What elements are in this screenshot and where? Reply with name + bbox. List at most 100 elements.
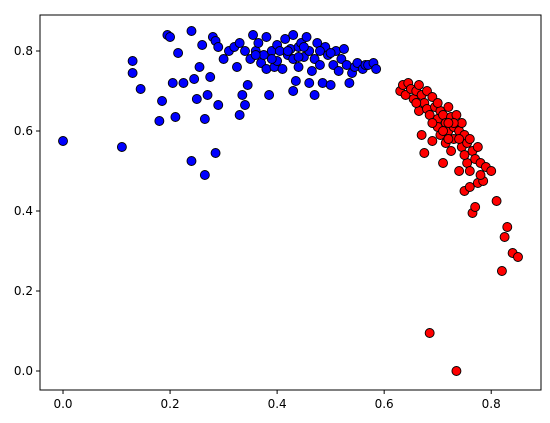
point: [298, 42, 309, 52]
point: [317, 78, 328, 88]
point: [232, 62, 242, 72]
point: [242, 80, 253, 90]
point: [427, 118, 438, 128]
point: [288, 86, 299, 96]
point: [178, 78, 189, 88]
point: [213, 100, 224, 110]
point: [205, 72, 216, 82]
point: [464, 182, 475, 192]
point: [189, 74, 200, 84]
point: [304, 78, 315, 88]
point: [266, 54, 277, 64]
point: [213, 42, 224, 52]
y-tick-label: 0.6: [14, 124, 33, 138]
point: [167, 78, 178, 88]
point: [464, 134, 475, 144]
point: [371, 64, 382, 74]
point: [443, 134, 454, 144]
point: [240, 100, 250, 110]
point: [472, 142, 483, 152]
point: [513, 252, 523, 262]
point: [135, 84, 146, 94]
point: [191, 94, 202, 104]
point: [424, 328, 435, 338]
point: [186, 26, 197, 36]
point: [173, 48, 184, 58]
y-tick-label: 0.2: [14, 284, 33, 298]
point: [199, 170, 210, 180]
point: [306, 66, 317, 76]
point: [344, 78, 355, 88]
point: [240, 46, 250, 56]
point: [199, 114, 210, 124]
point: [414, 80, 424, 90]
point: [438, 158, 448, 168]
point: [314, 60, 325, 70]
y-tick-label: 0.8: [14, 44, 33, 58]
point: [277, 64, 288, 74]
point: [234, 110, 245, 120]
point: [280, 34, 291, 44]
x-tick-label: 0.0: [53, 397, 72, 411]
point: [416, 130, 427, 140]
point: [116, 142, 127, 152]
point: [154, 116, 165, 126]
point: [250, 50, 261, 60]
point: [248, 30, 258, 40]
point: [202, 90, 213, 100]
point: [314, 46, 325, 56]
point: [496, 266, 507, 276]
point: [293, 62, 304, 72]
plot-frame: [39, 14, 542, 391]
point: [186, 156, 197, 166]
point: [253, 38, 264, 48]
point: [325, 80, 336, 90]
y-tick-label: 0.4: [14, 204, 33, 218]
x-tick-label: 0.8: [482, 397, 501, 411]
x-tick-label: 0.4: [268, 397, 287, 411]
x-tick-label: 0.2: [161, 397, 180, 411]
point: [325, 48, 336, 58]
point: [339, 44, 349, 54]
point: [165, 32, 176, 42]
point: [264, 90, 275, 100]
point: [438, 126, 448, 136]
point: [301, 32, 312, 42]
point: [58, 136, 68, 146]
point: [459, 150, 470, 160]
point: [443, 118, 454, 128]
point: [290, 76, 301, 86]
y-tick-label: 0.0: [14, 364, 33, 378]
point: [234, 38, 245, 48]
point: [333, 66, 344, 76]
point: [197, 40, 208, 50]
point: [454, 134, 465, 144]
point: [127, 56, 138, 66]
point: [127, 68, 138, 78]
point: [486, 166, 497, 176]
point: [470, 202, 481, 212]
point: [502, 222, 513, 232]
point: [170, 112, 181, 122]
point: [427, 136, 438, 146]
point: [194, 62, 205, 72]
point: [451, 366, 462, 376]
point: [491, 196, 502, 206]
point: [443, 102, 454, 112]
point: [499, 232, 510, 242]
point: [288, 30, 299, 40]
point: [157, 96, 167, 106]
point: [261, 32, 272, 42]
x-tick-label: 0.6: [375, 397, 394, 411]
point: [341, 60, 352, 70]
point: [475, 170, 486, 180]
point: [446, 146, 457, 156]
point: [464, 166, 475, 176]
point: [293, 52, 304, 62]
point: [237, 90, 248, 100]
point: [210, 148, 221, 158]
point: [454, 166, 465, 176]
point: [261, 64, 272, 74]
point: [218, 54, 229, 64]
